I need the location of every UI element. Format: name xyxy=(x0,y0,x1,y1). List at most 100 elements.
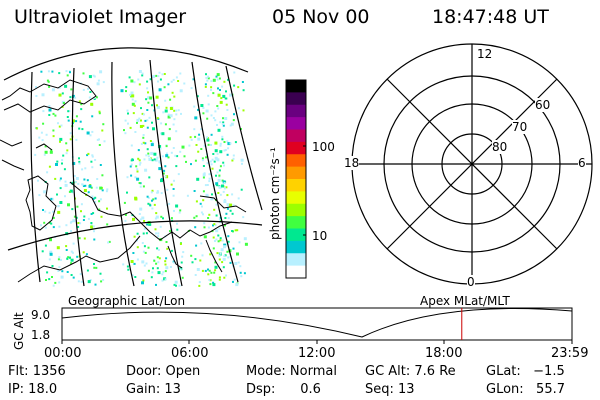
emission-dot xyxy=(134,176,137,179)
emission-dot xyxy=(49,238,52,242)
emission-dot xyxy=(137,78,140,81)
emission-dot xyxy=(222,161,225,164)
emission-dot xyxy=(99,272,102,275)
emission-dot xyxy=(224,254,227,257)
emission-dot xyxy=(93,266,96,269)
x-tick-label-1800: 18:00 xyxy=(425,346,463,361)
emission-dot xyxy=(56,246,60,250)
emission-dot xyxy=(172,147,175,149)
emission-dot xyxy=(229,203,233,207)
emission-dot xyxy=(205,73,207,76)
emission-dot xyxy=(96,138,99,141)
emission-dot xyxy=(241,162,243,165)
emission-dot xyxy=(205,76,208,79)
emission-dot xyxy=(230,122,234,126)
colorbar-frame xyxy=(285,79,307,279)
emission-dot xyxy=(202,213,204,216)
emission-dot xyxy=(145,262,148,265)
emission-dot xyxy=(210,89,212,91)
status-seq: Seq: 13 xyxy=(365,382,415,397)
emission-dot xyxy=(205,109,209,113)
emission-dot xyxy=(173,179,175,182)
emission-dot xyxy=(142,232,145,235)
emission-dot xyxy=(58,72,61,75)
emission-dot xyxy=(223,141,226,143)
emission-dot xyxy=(133,104,136,107)
status-gain: Gain: 13 xyxy=(126,382,181,397)
emission-dot xyxy=(66,74,69,77)
emission-dot xyxy=(76,205,79,208)
emission-dot xyxy=(93,98,96,100)
emission-dot xyxy=(243,237,247,241)
emission-dot xyxy=(209,283,212,286)
emission-dot xyxy=(151,271,154,274)
emission-dot xyxy=(207,273,210,276)
emission-dot xyxy=(76,255,79,258)
emission-dot xyxy=(52,226,55,229)
emission-dot xyxy=(186,194,189,197)
emission-dot xyxy=(221,123,224,125)
emission-dot xyxy=(215,174,217,177)
emission-dot xyxy=(153,152,157,156)
emission-dot xyxy=(236,252,239,256)
emission-dot xyxy=(158,160,162,164)
emission-dot xyxy=(218,258,221,261)
emission-dot xyxy=(145,98,148,101)
emission-dot xyxy=(207,268,209,271)
emission-dot xyxy=(83,237,86,240)
emission-dot xyxy=(229,261,232,264)
emission-dot xyxy=(167,115,171,119)
emission-dot xyxy=(72,242,75,245)
emission-dot xyxy=(208,279,211,281)
emission-dot xyxy=(227,142,231,146)
emission-dot xyxy=(154,158,158,162)
emission-dot xyxy=(64,183,68,187)
emission-dot xyxy=(234,229,237,232)
emission-dot xyxy=(198,284,201,287)
emission-dot xyxy=(67,110,70,113)
emission-dot xyxy=(151,141,154,144)
emission-dot xyxy=(69,96,72,99)
emission-dot xyxy=(86,154,89,157)
emission-dot xyxy=(217,93,221,97)
emission-dot xyxy=(72,276,75,279)
emission-dot xyxy=(156,256,159,259)
emission-dot xyxy=(179,72,182,75)
emission-dot xyxy=(47,70,50,73)
emission-dot xyxy=(41,93,45,97)
emission-dot xyxy=(59,140,61,143)
emission-dot xyxy=(139,125,143,128)
emission-dot xyxy=(141,72,144,75)
emission-dot xyxy=(156,247,159,250)
emission-dot xyxy=(68,256,71,259)
emission-dot xyxy=(151,189,154,192)
emission-dot xyxy=(147,96,151,100)
emission-dot xyxy=(153,158,156,161)
emission-dot xyxy=(170,217,173,220)
emission-dot xyxy=(124,214,127,216)
emission-dot xyxy=(129,93,132,96)
emission-dot xyxy=(197,150,200,153)
colorbar-segment xyxy=(286,191,306,205)
emission-dot xyxy=(48,278,51,281)
emission-dot xyxy=(158,71,161,74)
emission-dot xyxy=(179,268,182,271)
emission-dot xyxy=(159,225,162,228)
emission-dot xyxy=(199,259,202,262)
emission-dot xyxy=(138,159,141,162)
emission-dot xyxy=(172,188,175,190)
emission-dot xyxy=(146,148,149,151)
emission-dot xyxy=(221,85,224,88)
emission-dot xyxy=(71,251,74,254)
emission-dot xyxy=(164,109,168,113)
emission-dot xyxy=(48,108,52,112)
emission-dot xyxy=(80,203,83,206)
emission-dot xyxy=(213,160,216,163)
emission-dot xyxy=(67,256,70,259)
emission-dot xyxy=(146,195,149,198)
emission-dot xyxy=(160,179,163,183)
emission-dot xyxy=(136,170,139,173)
emission-dot xyxy=(92,212,95,215)
emission-dot xyxy=(201,254,204,257)
